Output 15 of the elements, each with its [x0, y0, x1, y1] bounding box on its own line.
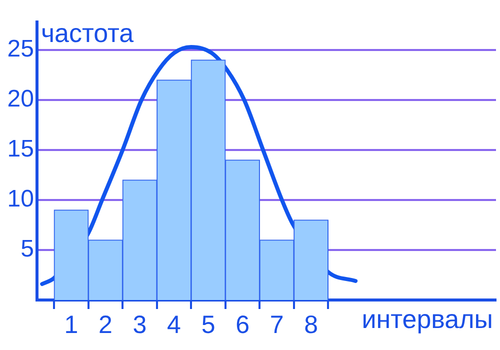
- x-tick-label: 5: [201, 310, 216, 339]
- x-tick-label: 7: [270, 310, 284, 339]
- x-axis-title: интервалы: [362, 304, 493, 334]
- x-tick-label: 2: [98, 310, 112, 339]
- x-tick-label: 1: [64, 310, 78, 339]
- y-tick-label: 5: [20, 236, 34, 263]
- x-tick-label: 3: [132, 310, 147, 339]
- x-tick-label: 4: [167, 310, 182, 339]
- y-tick-label: 15: [7, 136, 34, 163]
- x-tick-label: 8: [304, 310, 318, 339]
- y-tick-label: 20: [7, 86, 34, 113]
- y-tick-label: 10: [7, 186, 34, 213]
- x-tick-label: 6: [236, 310, 250, 339]
- y-tick-label: 25: [7, 36, 34, 63]
- y-axis-title: частота: [41, 18, 134, 48]
